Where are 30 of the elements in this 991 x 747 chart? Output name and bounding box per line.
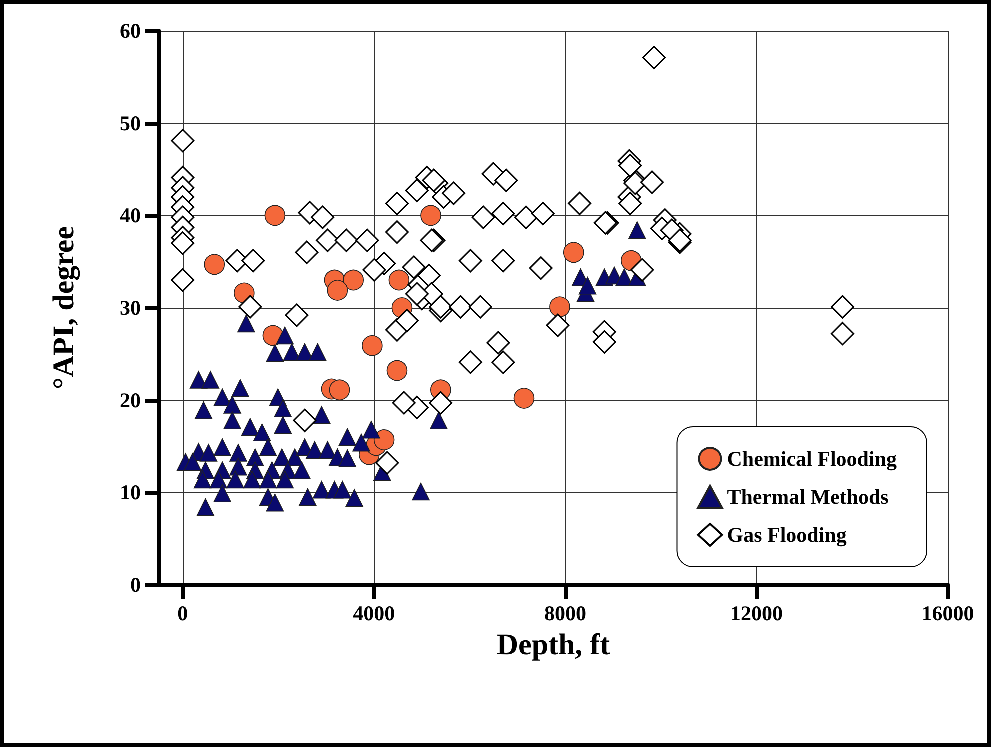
point: [204, 254, 226, 275]
y-tick-label: 10: [120, 480, 141, 505]
legend-label: Gas Flooding: [727, 523, 848, 547]
y-tick-label: 0: [130, 573, 141, 597]
y-tick-label: 20: [120, 388, 141, 412]
y-tick-label: 50: [120, 111, 141, 136]
point: [514, 388, 535, 409]
y-tick-label: 40: [120, 204, 141, 228]
x-tick-label: 4000: [353, 602, 396, 626]
legend-label: Chemical Flooding: [727, 447, 898, 471]
x-tick-label: 16000: [922, 602, 974, 626]
point: [264, 205, 286, 226]
point: [550, 296, 570, 318]
x-axis-title: Depth, ft: [496, 628, 610, 662]
point: [374, 430, 395, 450]
x-tick-label: 12000: [730, 602, 783, 626]
point: [329, 380, 350, 401]
point: [327, 280, 348, 301]
point: [563, 242, 584, 263]
point: [420, 205, 442, 226]
x-tick-label: 8000: [544, 602, 586, 626]
y-tick-label: 30: [120, 296, 141, 320]
y-tick-label: 60: [120, 19, 141, 43]
y-axis-title: °API, degree: [48, 226, 80, 390]
point: [343, 270, 364, 291]
point: [388, 270, 410, 291]
legend-label: Thermal Methods: [727, 485, 889, 509]
x-tick-label: 0: [178, 602, 188, 626]
point: [362, 335, 383, 356]
point: [386, 360, 408, 382]
